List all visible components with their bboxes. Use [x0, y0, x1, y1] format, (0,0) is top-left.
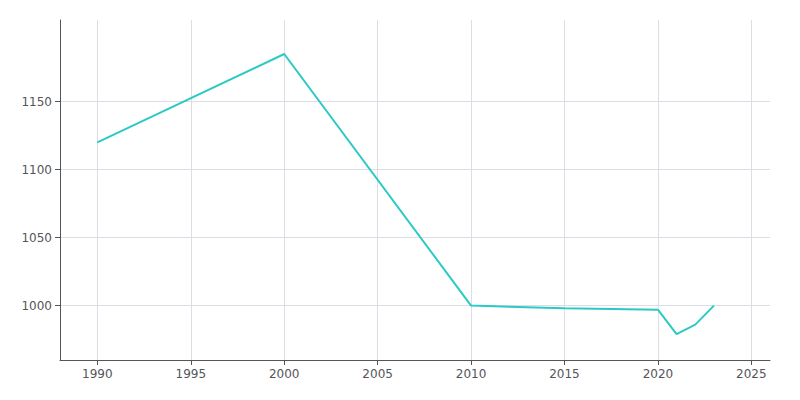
svg-text:2025: 2025 — [736, 367, 767, 381]
svg-text:2015: 2015 — [549, 367, 580, 381]
svg-text:2005: 2005 — [362, 367, 393, 381]
svg-text:1990: 1990 — [82, 367, 113, 381]
svg-text:2020: 2020 — [643, 367, 674, 381]
svg-text:1000: 1000 — [21, 299, 52, 313]
svg-text:1100: 1100 — [21, 163, 52, 177]
svg-text:1050: 1050 — [21, 231, 52, 245]
svg-text:1150: 1150 — [21, 95, 52, 109]
svg-text:1995: 1995 — [176, 367, 207, 381]
svg-text:2000: 2000 — [269, 367, 300, 381]
svg-text:2010: 2010 — [456, 367, 487, 381]
